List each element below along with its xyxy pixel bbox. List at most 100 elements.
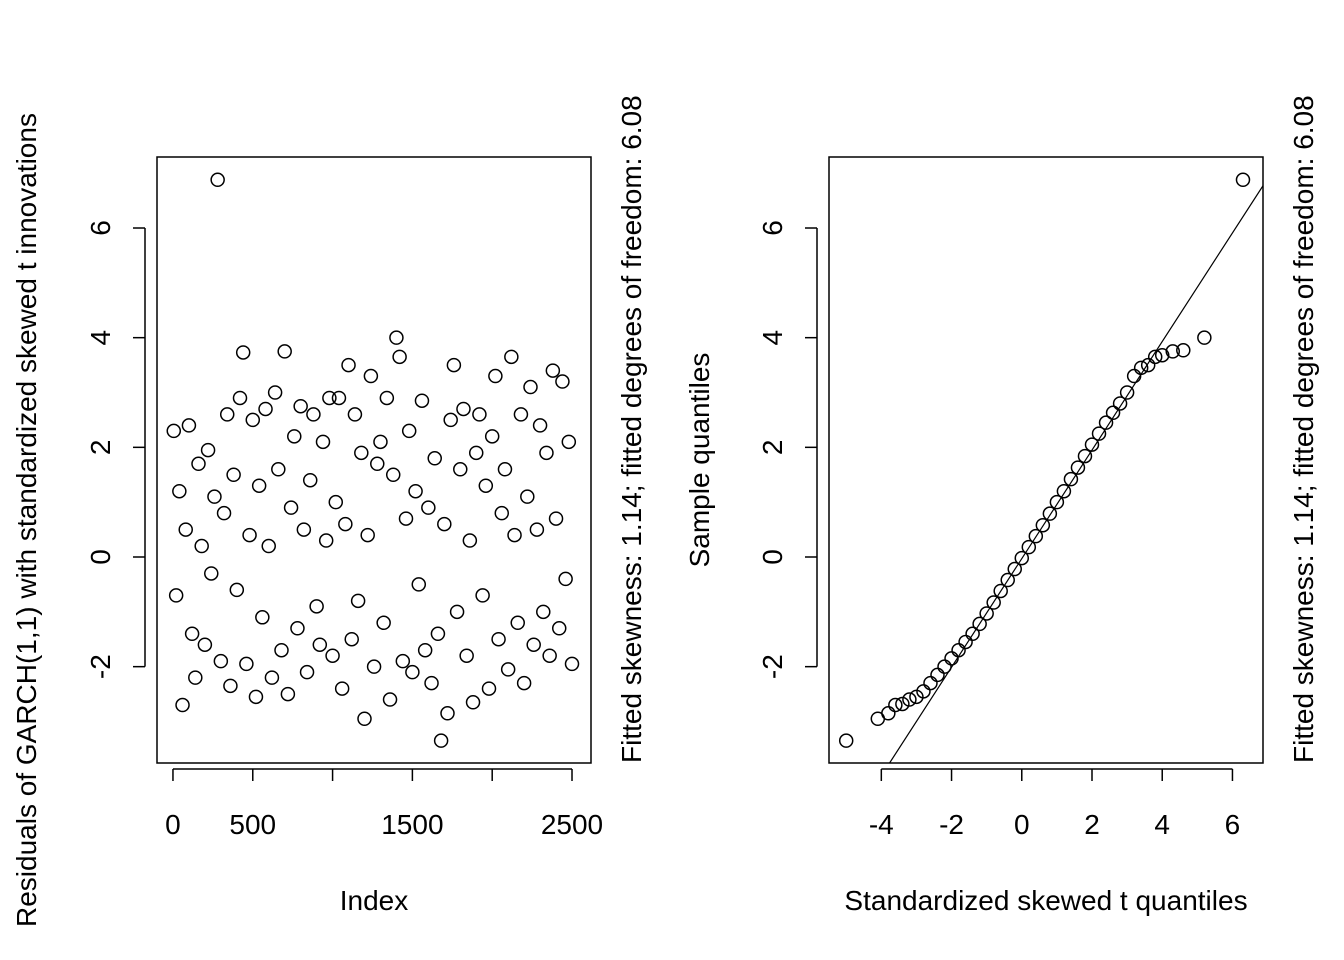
point	[296, 522, 312, 537]
point	[207, 489, 222, 504]
point	[389, 330, 404, 345]
point	[373, 434, 388, 450]
point	[510, 615, 525, 631]
point	[264, 670, 280, 685]
point	[881, 706, 896, 721]
point	[168, 588, 184, 603]
y-tick-label: 4	[85, 330, 116, 346]
point	[993, 583, 1008, 599]
point	[1021, 539, 1037, 555]
point	[472, 407, 487, 422]
point	[382, 692, 398, 707]
point	[312, 637, 328, 652]
point	[274, 642, 289, 658]
point	[191, 456, 206, 472]
point	[1007, 561, 1022, 577]
point	[194, 538, 209, 554]
point	[283, 500, 299, 515]
y-tick-label: 6	[757, 220, 788, 236]
point	[261, 538, 276, 554]
x-tick-label: 0	[165, 809, 181, 840]
point	[271, 462, 286, 477]
point	[462, 533, 478, 548]
point	[334, 681, 350, 696]
point	[1028, 528, 1044, 544]
point	[1063, 471, 1079, 487]
point	[888, 697, 903, 713]
x-tick-label: 6	[1225, 809, 1241, 840]
point	[188, 670, 203, 685]
point	[427, 451, 442, 466]
point	[440, 706, 455, 721]
point	[558, 571, 573, 587]
point	[944, 651, 959, 666]
point	[318, 533, 334, 548]
point	[838, 733, 854, 748]
point	[424, 675, 439, 691]
x-tick-label: -4	[869, 809, 894, 840]
point	[223, 678, 238, 694]
point	[1000, 572, 1015, 588]
point	[937, 659, 952, 674]
point	[255, 610, 270, 625]
point	[411, 577, 427, 592]
point	[417, 642, 433, 658]
point	[1147, 349, 1163, 365]
y-axis-label: Sample quantiles	[684, 353, 715, 568]
point	[197, 637, 213, 652]
point	[357, 711, 372, 727]
point	[465, 695, 481, 710]
point	[267, 385, 283, 400]
point	[401, 423, 417, 439]
point	[245, 412, 261, 428]
point	[258, 401, 273, 417]
point	[175, 697, 190, 713]
point	[1119, 385, 1135, 400]
point	[1140, 357, 1156, 373]
point	[548, 511, 564, 526]
annotation: Fitted skewness: 1.14; fitted degrees of…	[616, 95, 647, 763]
point	[1235, 172, 1251, 188]
y-tick-label: 0	[85, 549, 116, 565]
point	[290, 621, 305, 636]
point	[219, 407, 235, 422]
point	[564, 656, 580, 672]
point	[446, 357, 462, 373]
point	[972, 616, 987, 632]
x-tick-label: 0	[1014, 809, 1030, 840]
point	[930, 667, 945, 683]
point	[1176, 343, 1191, 358]
point	[497, 462, 513, 477]
point	[494, 505, 510, 521]
point	[280, 686, 296, 702]
point	[520, 489, 535, 504]
point	[513, 407, 529, 422]
point	[529, 522, 545, 537]
point	[437, 516, 452, 532]
point	[251, 478, 267, 493]
y-tick-label: 2	[85, 440, 116, 456]
point	[287, 429, 302, 444]
plot-box	[828, 156, 1264, 764]
y-tick-label: 0	[757, 549, 788, 565]
point	[379, 390, 395, 406]
point	[536, 604, 551, 620]
x-tick-label: 4	[1154, 809, 1170, 840]
point	[484, 429, 500, 444]
point	[325, 648, 340, 663]
point	[172, 483, 187, 499]
point	[449, 604, 465, 620]
point	[309, 599, 324, 614]
point	[210, 172, 225, 188]
point	[1049, 494, 1065, 510]
point	[500, 662, 516, 677]
point	[551, 621, 567, 636]
point	[523, 379, 538, 395]
point	[338, 516, 353, 532]
y-tick-label: -2	[85, 654, 116, 679]
point	[347, 407, 363, 422]
y-tick-label: -2	[757, 654, 788, 679]
x-tick-label: 2500	[541, 809, 603, 840]
point	[229, 582, 245, 598]
